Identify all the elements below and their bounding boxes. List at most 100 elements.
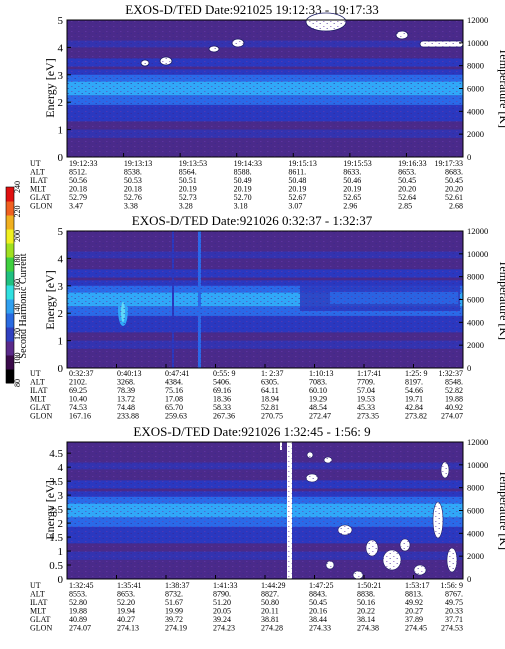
table-cell: 8827. — [261, 590, 279, 599]
table-cell: 3268. — [117, 378, 135, 387]
y2-tick-label: 0 — [467, 574, 471, 584]
table-cell: 10.40 — [69, 395, 87, 404]
panel-2-y-ticks: 0 1 2 3 4 5 — [58, 226, 71, 375]
y2-tick-label: 4000 — [467, 528, 484, 538]
table-cell: 19:13:53 — [179, 159, 207, 168]
table-row-label: MLT — [30, 395, 46, 404]
table-cell: 52.76 — [124, 193, 142, 202]
table-cell: 45.33 — [357, 403, 375, 412]
table-cell: 274.33 — [309, 624, 331, 633]
table-cell: 19:13:13 — [124, 159, 152, 168]
y-tick-label: 0 — [58, 574, 64, 586]
table-cell: 1:32:45 — [69, 581, 93, 590]
y-tick-label: 3.5 — [49, 476, 63, 488]
table-cell: 50.45 — [445, 176, 463, 185]
table-cell: 54.66 — [405, 386, 423, 395]
y2-tick-label: 4000 — [467, 317, 484, 327]
table-row-label: ILAT — [30, 176, 47, 185]
table-cell: 1:17:41 — [357, 369, 381, 378]
colorbar-swatch — [6, 341, 14, 356]
table-cell: 52.73 — [179, 193, 197, 202]
table-cell: 75.16 — [165, 386, 183, 395]
table-cell: 50.46 — [343, 176, 361, 185]
panel-1-data-table: UT 19:12:33 19:13:13 19:13:53 19:14:33 19:15:… — [30, 159, 463, 211]
table-cell: 52.80 — [69, 598, 87, 607]
table-cell: 1:56: 9 — [441, 581, 463, 590]
table-cell: 1:44:29 — [261, 581, 285, 590]
table-cell: 1:47:25 — [309, 581, 333, 590]
table-row-label: GLAT — [30, 193, 51, 202]
table-cell: 51.20 — [213, 598, 231, 607]
y2-tick-label: 12000 — [467, 15, 488, 25]
table-cell: 20.27 — [405, 607, 423, 616]
panel-1-y-ticks: 0 1 2 3 4 5 — [58, 15, 71, 164]
table-cell: 52.61 — [445, 193, 463, 202]
table-cell: 8653. — [117, 590, 135, 599]
table-cell: 267.36 — [213, 412, 235, 421]
table-cell: 38.81 — [261, 615, 279, 624]
table-cell: 74.53 — [69, 403, 87, 412]
y-tick-label: 2 — [58, 97, 64, 109]
colorbar-swatch — [6, 355, 14, 370]
table-cell: 39.72 — [165, 615, 183, 624]
table-cell: 19.29 — [309, 395, 327, 404]
table-cell: 274.53 — [441, 624, 463, 633]
colorbar-tick-label: 120 — [13, 328, 22, 340]
table-cell: 20.19 — [288, 185, 306, 194]
table-cell: 20.19 — [234, 185, 252, 194]
colorbar-swatch — [6, 229, 14, 244]
table-cell: 20.11 — [261, 607, 279, 616]
table-cell: 19.99 — [165, 607, 183, 616]
table-cell: 8197. — [405, 378, 423, 387]
table-cell: 19:15:13 — [288, 159, 316, 168]
table-cell: 3.28 — [179, 202, 193, 211]
y-tick-label: 1 — [58, 125, 64, 137]
table-cell: 3.47 — [69, 202, 83, 211]
panel-2-y-label: Energy [eV] — [43, 270, 57, 329]
table-cell: 49.75 — [445, 598, 463, 607]
panel-3-y2-ticks: 0 2000 4000 6000 8000 10000 12000 — [459, 437, 488, 584]
y2-tick-label: 8000 — [467, 272, 484, 282]
table-cell: 274.23 — [213, 624, 235, 633]
table-cell: 167.16 — [69, 412, 91, 421]
colorbar-swatch — [6, 313, 14, 328]
table-cell: 19:14:33 — [234, 159, 262, 168]
colorbar-label: Second Harmonic Current — [18, 253, 29, 358]
table-cell: 51.67 — [165, 598, 183, 607]
table-cell: 233.88 — [117, 412, 139, 421]
table-cell: 19.88 — [445, 395, 463, 404]
colorbar-tick-label: 160 — [13, 279, 22, 291]
colorbar-swatch — [6, 257, 14, 272]
table-cell: 1:10:13 — [309, 369, 333, 378]
table-cell: 0:32:37 — [69, 369, 93, 378]
table-cell: 274.13 — [117, 624, 139, 633]
panel-2-x-ticks — [66, 364, 464, 368]
panel-3-plot-area — [66, 441, 464, 580]
table-cell: 274.07 — [69, 624, 91, 633]
table-cell: 8564. — [179, 168, 197, 177]
colorbar-tick-label: 240 — [13, 181, 22, 193]
table-cell: 50.16 — [357, 598, 375, 607]
table-cell: 50.45 — [398, 176, 416, 185]
table-cell: 18.94 — [261, 395, 279, 404]
table-row-label: ALT — [30, 168, 45, 177]
y-tick-label: 0 — [58, 363, 64, 375]
colorbar-swatch — [6, 369, 14, 384]
table-cell: 0:55: 9 — [213, 369, 235, 378]
table-cell: 8553. — [69, 590, 87, 599]
table-cell: 20.18 — [124, 185, 142, 194]
table-cell: 50.45 — [309, 598, 327, 607]
y-tick-label: 5 — [58, 226, 64, 238]
table-cell: 1:50:21 — [357, 581, 381, 590]
table-cell: 1:35:41 — [117, 581, 141, 590]
table-cell: 50.49 — [234, 176, 252, 185]
table-cell: 273.82 — [405, 412, 427, 421]
table-cell: 20.20 — [398, 185, 416, 194]
table-cell: 52.79 — [69, 193, 87, 202]
table-cell: 8512. — [69, 168, 87, 177]
table-cell: 19:15:53 — [343, 159, 371, 168]
panel-1-plot-area — [66, 12, 464, 158]
table-cell: 8653. — [398, 168, 416, 177]
table-cell: 8548. — [445, 378, 463, 387]
table-row-label: GLON — [30, 624, 52, 633]
